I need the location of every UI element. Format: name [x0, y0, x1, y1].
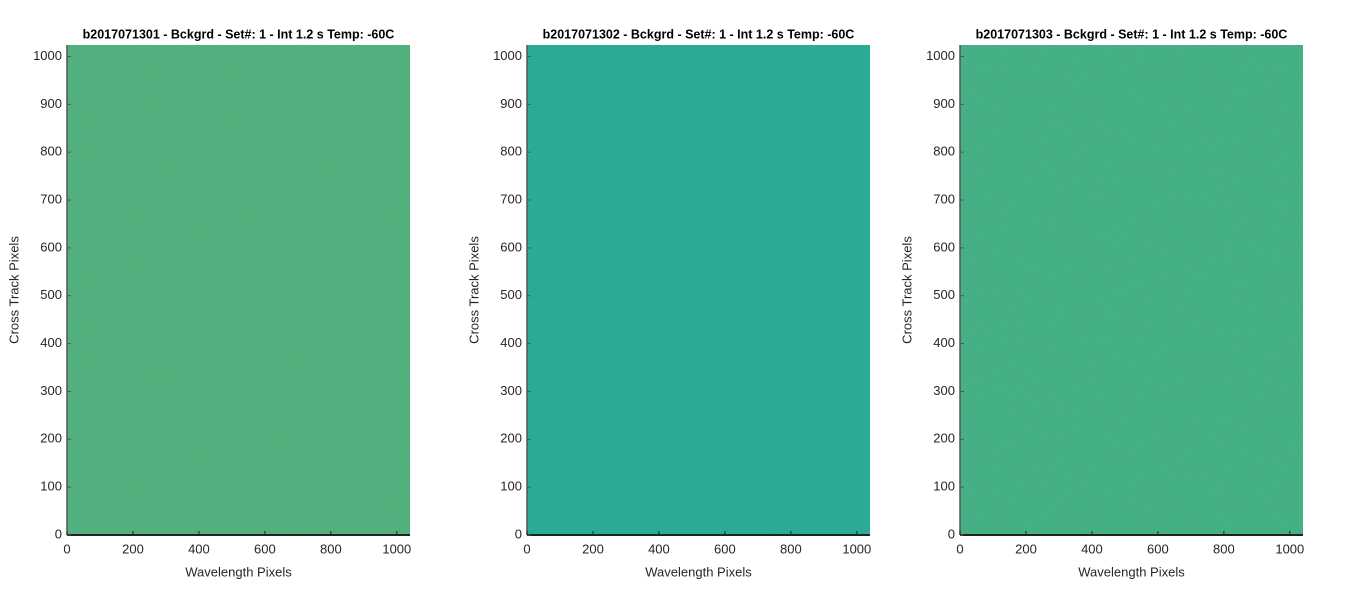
x-tick-label: 800: [1213, 541, 1235, 556]
x-axis-label: Wavelength Pixels: [185, 564, 292, 579]
y-tick-label: 800: [500, 144, 522, 159]
x-tick-label: 600: [254, 541, 276, 556]
x-tick-label: 600: [714, 541, 736, 556]
x-tick-label: 800: [780, 541, 802, 556]
x-tick-label: 600: [1147, 541, 1169, 556]
x-tick-label: 200: [122, 541, 144, 556]
y-tick-label: 100: [933, 479, 955, 494]
image: [527, 45, 870, 535]
x-tick-label: 0: [63, 541, 70, 556]
y-axis-label: Cross Track Pixels: [466, 236, 481, 344]
image: [960, 45, 1303, 535]
x-tick-label: 200: [1015, 541, 1037, 556]
y-tick-label: 1000: [33, 48, 62, 63]
y-tick-label: 400: [40, 335, 62, 350]
y-tick-label: 0: [948, 526, 955, 541]
x-tick-label: 0: [956, 541, 963, 556]
y-tick-label: 600: [500, 239, 522, 254]
y-tick-label: 700: [500, 191, 522, 206]
y-tick-label: 900: [500, 96, 522, 111]
y-tick-label: 200: [40, 431, 62, 446]
y-tick-label: 400: [933, 335, 955, 350]
x-tick-label: 0: [523, 541, 530, 556]
y-tick-label: 600: [933, 239, 955, 254]
y-tick-label: 800: [933, 144, 955, 159]
y-tick-label: 300: [40, 383, 62, 398]
chart-title: b2017071302 - Bckgrd - Set#: 1 - Int 1.2…: [543, 27, 855, 41]
x-tick-label: 800: [320, 541, 342, 556]
x-tick-label: 400: [648, 541, 670, 556]
y-tick-label: 1000: [493, 48, 522, 63]
y-tick-label: 900: [40, 96, 62, 111]
x-tick-label: 1000: [842, 541, 871, 556]
x-tick-label: 400: [1081, 541, 1103, 556]
y-tick-label: 500: [933, 287, 955, 302]
y-axis-label: Cross Track Pixels: [899, 236, 914, 344]
chart-title: b2017071301 - Bckgrd - Set#: 1 - Int 1.2…: [83, 27, 395, 41]
chart-title: b2017071303 - Bckgrd - Set#: 1 - Int 1.2…: [976, 27, 1288, 41]
y-tick-label: 1000: [926, 48, 955, 63]
y-tick-label: 200: [933, 431, 955, 446]
x-tick-label: 1000: [1275, 541, 1304, 556]
y-tick-label: 100: [500, 479, 522, 494]
y-tick-label: 800: [40, 144, 62, 159]
y-tick-label: 0: [55, 526, 62, 541]
y-tick-label: 0: [515, 526, 522, 541]
y-tick-label: 400: [500, 335, 522, 350]
x-tick-label: 1000: [382, 541, 411, 556]
x-tick-label: 400: [188, 541, 210, 556]
y-axis-label: Cross Track Pixels: [6, 236, 21, 344]
y-tick-label: 200: [500, 431, 522, 446]
image: [67, 45, 410, 535]
y-tick-label: 500: [500, 287, 522, 302]
y-tick-label: 500: [40, 287, 62, 302]
y-tick-label: 900: [933, 96, 955, 111]
x-tick-label: 200: [582, 541, 604, 556]
y-tick-label: 300: [933, 383, 955, 398]
y-tick-label: 100: [40, 479, 62, 494]
x-axis-label: Wavelength Pixels: [1078, 564, 1185, 579]
y-tick-label: 300: [500, 383, 522, 398]
y-tick-label: 600: [40, 239, 62, 254]
y-tick-label: 700: [40, 191, 62, 206]
x-axis-label: Wavelength Pixels: [645, 564, 752, 579]
y-tick-label: 700: [933, 191, 955, 206]
